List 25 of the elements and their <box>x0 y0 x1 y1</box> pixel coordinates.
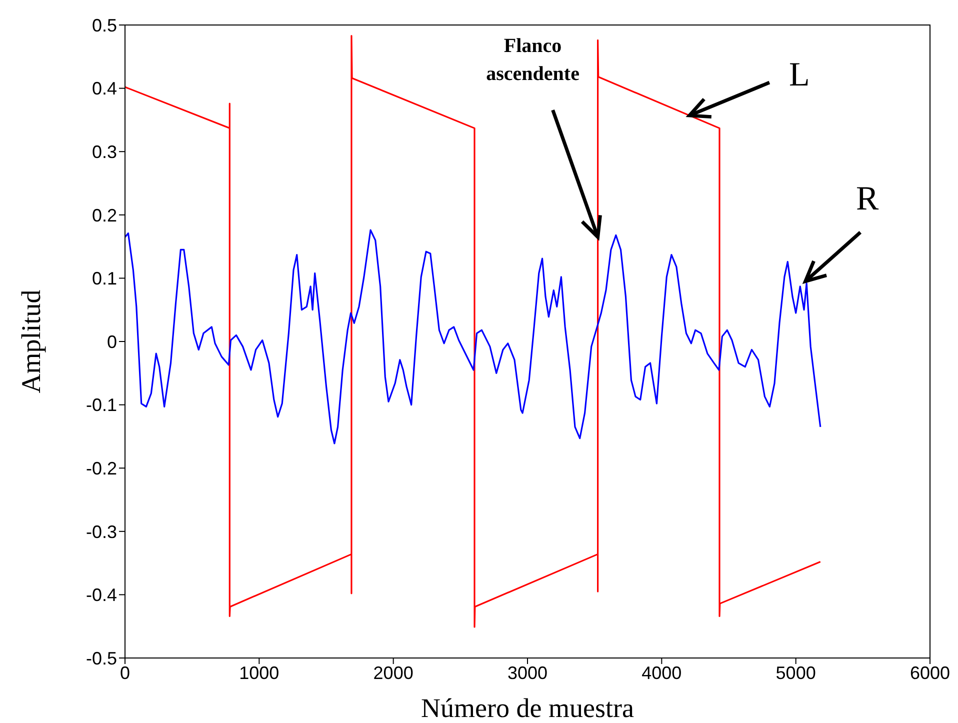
y-tick-label: 0.4 <box>92 78 117 99</box>
y-tick-label: -0.3 <box>86 522 117 542</box>
x-axis-title: Número de muestra <box>421 693 634 723</box>
x-tick-label: 3000 <box>507 662 548 683</box>
annotation: R <box>856 180 880 218</box>
y-tick-label: -0.4 <box>86 585 117 606</box>
line-series <box>125 34 822 628</box>
x-tick-label: 0 <box>120 662 130 683</box>
line-series <box>125 229 822 444</box>
annotation: Flanco ascendente <box>486 35 580 86</box>
y-tick-label: 0.5 <box>92 15 117 36</box>
y-tick-label: -0.2 <box>86 458 117 478</box>
y-tick-label: 0 <box>106 332 117 352</box>
y-tick-label: 0.1 <box>92 268 117 289</box>
x-tick-label: 1000 <box>239 662 280 683</box>
y-tick-label: -0.1 <box>86 395 117 416</box>
y-tick-label: -0.5 <box>86 648 117 668</box>
x-tick-label: 4000 <box>642 662 682 683</box>
x-tick-label: 2000 <box>373 662 414 683</box>
y-axis-title: Amplitud <box>16 289 46 394</box>
x-tick-label: 6000 <box>910 662 950 683</box>
y-tick-label: 0.3 <box>92 142 117 162</box>
x-tick-label: 5000 <box>776 662 816 683</box>
annotation: L <box>789 56 810 94</box>
y-tick-label: 0.2 <box>92 205 117 226</box>
